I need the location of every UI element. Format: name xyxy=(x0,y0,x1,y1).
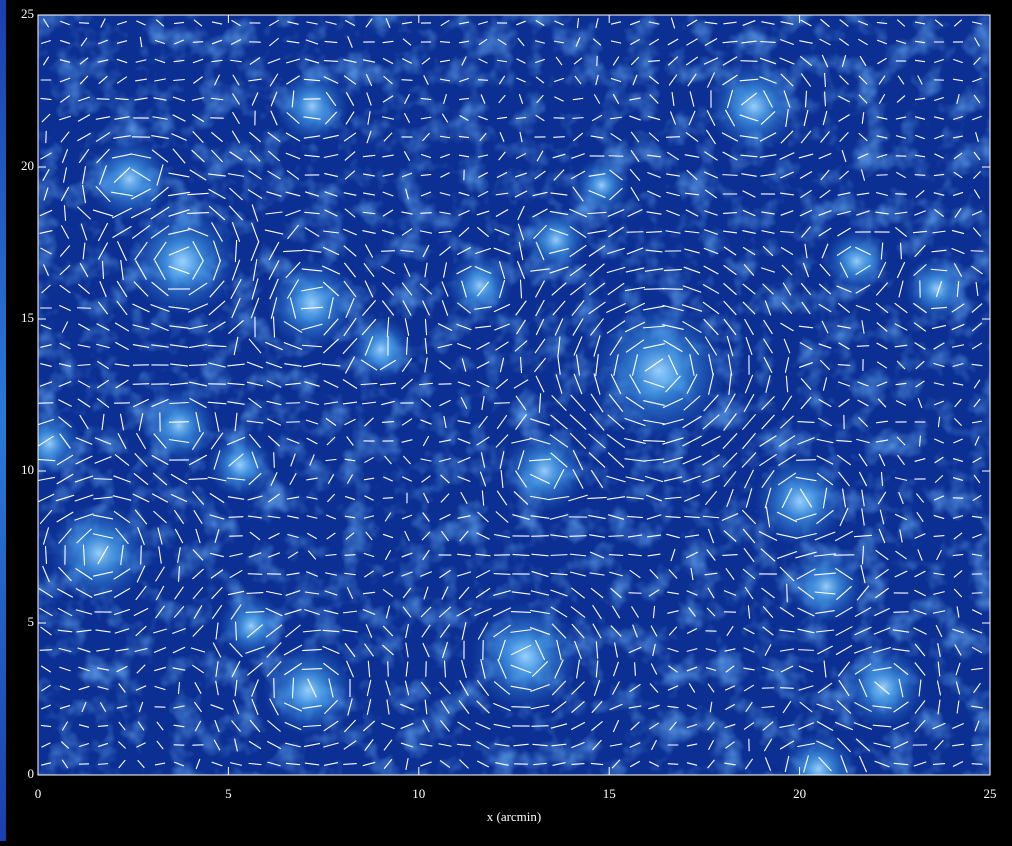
shear-whisker xyxy=(722,175,737,176)
shear-whisker xyxy=(40,650,52,651)
shear-whisker xyxy=(627,232,644,233)
shear-whisker xyxy=(531,726,548,727)
edge-strip xyxy=(0,0,6,841)
x-tick-label: 25 xyxy=(984,786,997,801)
shear-whisker xyxy=(740,61,757,62)
shear-whisker xyxy=(666,137,680,138)
y-tick-label: 20 xyxy=(21,158,34,173)
peak xyxy=(904,256,969,321)
shear-whisker xyxy=(838,365,850,366)
peak xyxy=(574,157,630,213)
shear-whisker xyxy=(286,403,300,404)
shear-whisker xyxy=(79,23,89,24)
shear-whisker xyxy=(572,118,583,119)
x-axis-label: x (arcmin) xyxy=(487,809,542,824)
shear-whisker xyxy=(798,650,814,651)
shear-whisker xyxy=(381,251,395,252)
shear-whisker xyxy=(388,661,389,676)
shear-whisker xyxy=(608,536,623,537)
peak xyxy=(207,432,272,497)
peak xyxy=(789,550,863,624)
shear-whisker xyxy=(893,612,908,613)
shear-whisker xyxy=(511,707,530,708)
shear-whisker xyxy=(570,536,587,537)
y-tick-label: 15 xyxy=(21,310,34,325)
y-tick-label: 5 xyxy=(28,614,35,629)
shear-whisker xyxy=(133,384,149,385)
shear-whisker xyxy=(787,584,788,602)
peak xyxy=(128,206,238,316)
shear-whisker xyxy=(494,403,510,404)
x-tick-label: 0 xyxy=(35,786,42,801)
x-tick-label: 5 xyxy=(225,786,232,801)
x-tick-label: 20 xyxy=(793,786,806,801)
shear-whisker xyxy=(169,422,189,423)
chart: x (arcmin) 0 5 10 15 20 25 0 5 10 15 20 25 xyxy=(0,0,1012,841)
shear-whisker xyxy=(915,175,925,176)
peak xyxy=(262,644,354,736)
shear-whisker xyxy=(94,479,113,480)
shear-whisker xyxy=(609,156,624,157)
shear-whisker xyxy=(77,308,91,309)
shear-whisker xyxy=(420,213,431,214)
peak xyxy=(219,594,284,659)
y-tick-label: 0 xyxy=(28,766,35,781)
shear-whisker xyxy=(644,289,664,290)
y-tick-label: 10 xyxy=(21,462,34,477)
shear-whisker xyxy=(663,289,683,290)
shear-whisker xyxy=(796,460,816,461)
shear-whisker xyxy=(402,80,413,81)
shear-whisker xyxy=(780,688,794,689)
shear-whisker xyxy=(478,80,488,81)
shear-whisker xyxy=(643,441,665,442)
shear-whisker xyxy=(229,517,244,518)
x-tick-label: 10 xyxy=(412,786,425,801)
y-tick-label: 25 xyxy=(21,6,34,21)
shear-whisker xyxy=(345,555,356,556)
shear-whisker xyxy=(895,194,907,195)
shear-whisker xyxy=(274,678,275,698)
peak xyxy=(142,388,216,462)
peak xyxy=(842,645,925,728)
shear-whisker xyxy=(972,764,983,765)
x-tick-label: 15 xyxy=(603,786,616,801)
shear-whisker xyxy=(551,555,568,556)
shear-whisker xyxy=(553,137,565,138)
shear-whisker xyxy=(383,498,393,499)
shear-whisker xyxy=(97,99,110,100)
shear-whisker xyxy=(141,546,142,565)
shear-whisker xyxy=(857,346,869,347)
shear-whisker xyxy=(248,574,263,575)
shear-whisker xyxy=(193,42,203,43)
shear-whisker xyxy=(531,536,549,537)
shear-whisker xyxy=(668,764,678,765)
peak xyxy=(348,317,413,382)
shear-whisker xyxy=(274,452,275,468)
shear-whisker xyxy=(98,764,108,765)
peak xyxy=(824,229,889,294)
plot-area xyxy=(17,15,990,806)
peak xyxy=(470,601,580,711)
